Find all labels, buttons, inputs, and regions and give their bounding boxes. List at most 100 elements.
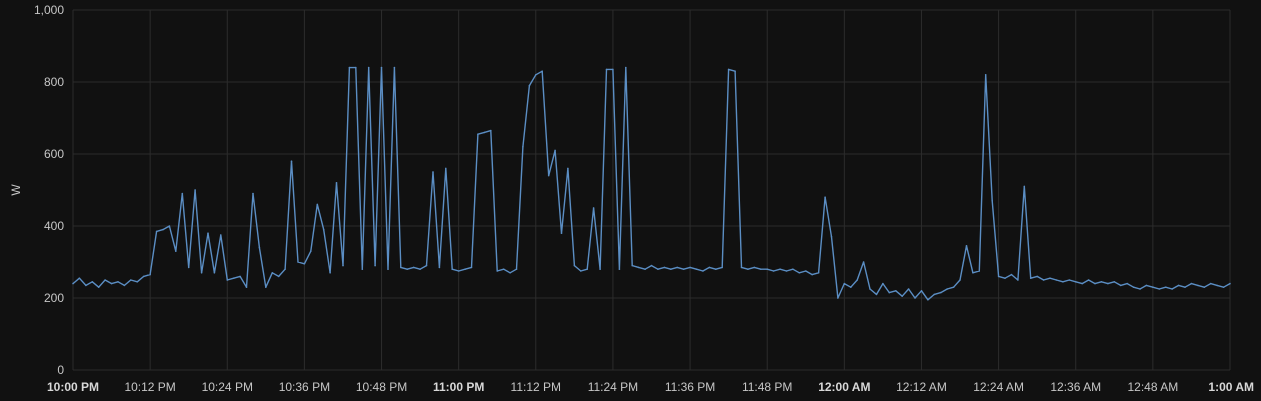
data-point	[535, 74, 537, 76]
data-point	[419, 268, 421, 271]
data-point	[554, 149, 556, 152]
data-point	[181, 192, 184, 195]
data-point	[689, 266, 691, 269]
data-point	[1184, 286, 1186, 289]
data-point	[1132, 286, 1135, 289]
data-point	[200, 272, 203, 274]
data-point	[477, 133, 479, 135]
data-point	[862, 261, 865, 263]
y-tick-label: 800	[44, 75, 64, 89]
data-point	[393, 66, 396, 69]
data-point	[348, 66, 351, 69]
x-tick-label: 12:00 AM	[818, 380, 870, 394]
data-point	[412, 266, 415, 269]
data-point	[329, 272, 331, 274]
data-point	[972, 272, 974, 274]
data-point	[483, 131, 486, 134]
y-tick-label: 1,000	[34, 3, 64, 17]
data-point	[1197, 284, 1199, 287]
data-point	[207, 232, 209, 234]
data-point	[567, 167, 569, 170]
x-axis: 10:00 PM 10:12 PM 10:24 PM 10:36 PM 10:48 PM…	[47, 380, 1254, 394]
data-point	[740, 266, 743, 269]
data-point	[187, 266, 190, 269]
data-point	[1049, 277, 1051, 280]
data-point	[927, 299, 929, 301]
data-point	[110, 282, 113, 285]
data-point	[1100, 281, 1103, 283]
x-tick-label: 10:00 PM	[47, 380, 99, 394]
data-point	[490, 129, 492, 132]
data-point	[984, 74, 987, 76]
data-point	[837, 297, 839, 299]
data-point	[1081, 282, 1083, 285]
data-point	[682, 268, 685, 271]
data-point	[509, 272, 511, 274]
data-point	[824, 196, 826, 198]
data-point	[1145, 284, 1148, 287]
data-point	[952, 286, 955, 289]
data-point	[136, 281, 139, 283]
data-point	[811, 273, 813, 276]
data-point	[753, 266, 756, 269]
data-point	[387, 268, 389, 271]
y-axis-title: W	[9, 184, 23, 196]
data-point	[1074, 281, 1077, 283]
data-point	[104, 279, 106, 281]
data-point	[445, 167, 447, 170]
data-point	[297, 261, 299, 263]
data-point	[625, 66, 627, 69]
data-point	[1216, 284, 1218, 287]
data-point	[1158, 288, 1161, 290]
x-tick-label: 11:00 PM	[433, 380, 484, 394]
data-point	[78, 277, 81, 280]
data-point	[245, 286, 248, 289]
data-point	[1094, 282, 1096, 285]
data-point	[400, 266, 402, 269]
x-tick-label: 10:48 PM	[356, 380, 407, 394]
x-tick-label: 10:36 PM	[279, 380, 330, 394]
y-tick-label: 0	[57, 363, 64, 377]
data-point	[502, 268, 505, 271]
data-point	[933, 293, 936, 296]
data-point	[779, 268, 781, 271]
x-tick-label: 12:24 AM	[973, 380, 1024, 394]
x-tick-label: 10:12 PM	[124, 380, 175, 394]
data-point	[1203, 286, 1206, 289]
data-point	[406, 268, 409, 271]
data-point	[875, 293, 878, 296]
data-point	[997, 275, 1000, 278]
data-point	[1113, 281, 1116, 283]
data-point	[1119, 284, 1122, 287]
data-point	[895, 290, 897, 292]
data-point	[1171, 288, 1173, 290]
data-point	[888, 291, 891, 294]
data-point	[760, 268, 762, 271]
data-point	[130, 279, 132, 281]
data-point	[290, 160, 293, 162]
data-point	[515, 268, 518, 271]
data-point	[798, 272, 801, 274]
data-point	[284, 268, 286, 271]
x-tick-label: 12:48 AM	[1128, 380, 1179, 394]
data-point	[766, 268, 768, 271]
data-point	[335, 182, 338, 184]
data-point	[239, 275, 241, 278]
data-point	[586, 268, 588, 271]
data-point	[612, 68, 614, 71]
data-point	[959, 279, 961, 281]
data-point	[978, 270, 981, 272]
data-point	[1164, 286, 1167, 289]
data-point	[715, 268, 717, 271]
data-point	[605, 68, 608, 71]
data-point	[901, 295, 903, 298]
data-point	[631, 264, 633, 267]
data-point	[573, 264, 576, 267]
data-point	[85, 284, 87, 287]
data-point	[155, 230, 158, 233]
data-point	[940, 291, 942, 294]
data-point	[914, 297, 916, 299]
data-point	[470, 266, 473, 269]
data-point	[97, 286, 100, 289]
